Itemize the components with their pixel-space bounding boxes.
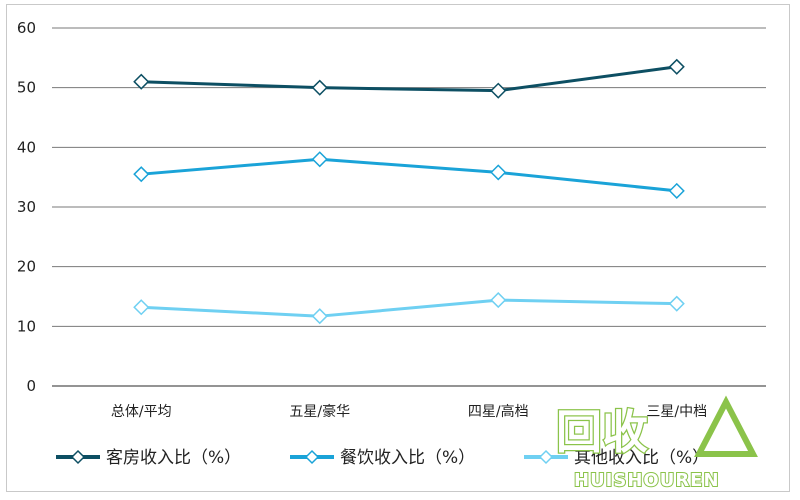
- x-tick-label-4: 三星/中档: [646, 404, 707, 420]
- y-tick-label-60: 60: [17, 19, 36, 37]
- series-line-1: [141, 65, 677, 93]
- x-axis: 总体/平均 五星/豪华 四星/高档 三星/中档: [111, 403, 707, 420]
- data-point-3-4: [668, 295, 685, 312]
- legend-marker-1: [70, 449, 86, 465]
- chart-frame: [6, 4, 790, 492]
- data-point-1-4: [668, 58, 685, 75]
- x-tick-label-2: 五星/豪华: [289, 404, 350, 420]
- data-point-3-1: [133, 299, 150, 316]
- recycle-triangle-icon: [694, 395, 758, 457]
- y-tick-label-50: 50: [17, 79, 36, 97]
- data-point-2-1: [133, 166, 150, 183]
- data-point-1-2: [311, 79, 328, 96]
- series-line-3: [141, 298, 677, 318]
- legend-label-1: 客房收入比（%）: [106, 448, 241, 468]
- series-group: [133, 58, 685, 325]
- y-tick-label-10: 10: [17, 317, 36, 335]
- watermark-sub-text: HUISHOUREN: [574, 470, 720, 491]
- legend-marker-3: [538, 449, 554, 465]
- y-tick-label-40: 40: [17, 138, 36, 156]
- y-tick-label-0: 0: [26, 377, 36, 395]
- watermark-main-text: 回收: [556, 405, 648, 459]
- data-point-2-3: [490, 164, 507, 181]
- legend: 客房收入比（%） 餐饮收入比（%） 其他收入比（%）: [56, 448, 709, 468]
- data-point-2-4: [668, 182, 685, 199]
- series-line-2: [141, 157, 677, 193]
- legend-label-2: 餐饮收入比（%）: [340, 448, 475, 468]
- data-point-2-2: [311, 151, 328, 168]
- y-axis: 0 10 20 30 40 50 60: [17, 19, 36, 395]
- y-tick-label-30: 30: [17, 198, 36, 216]
- grid-lines: [52, 27, 766, 387]
- legend-label-3: 其他收入比（%）: [574, 448, 709, 468]
- data-point-1-1: [133, 73, 150, 90]
- data-point-3-3: [490, 292, 507, 309]
- data-point-1-3: [490, 82, 507, 99]
- y-tick-label-20: 20: [17, 258, 36, 276]
- watermark-logo: 回收 HUISHOUREN: [555, 395, 758, 492]
- legend-marker-2: [304, 449, 320, 465]
- x-tick-label-3: 四星/高档: [468, 403, 529, 420]
- data-point-3-2: [311, 308, 328, 325]
- x-tick-label-1: 总体/平均: [111, 404, 172, 420]
